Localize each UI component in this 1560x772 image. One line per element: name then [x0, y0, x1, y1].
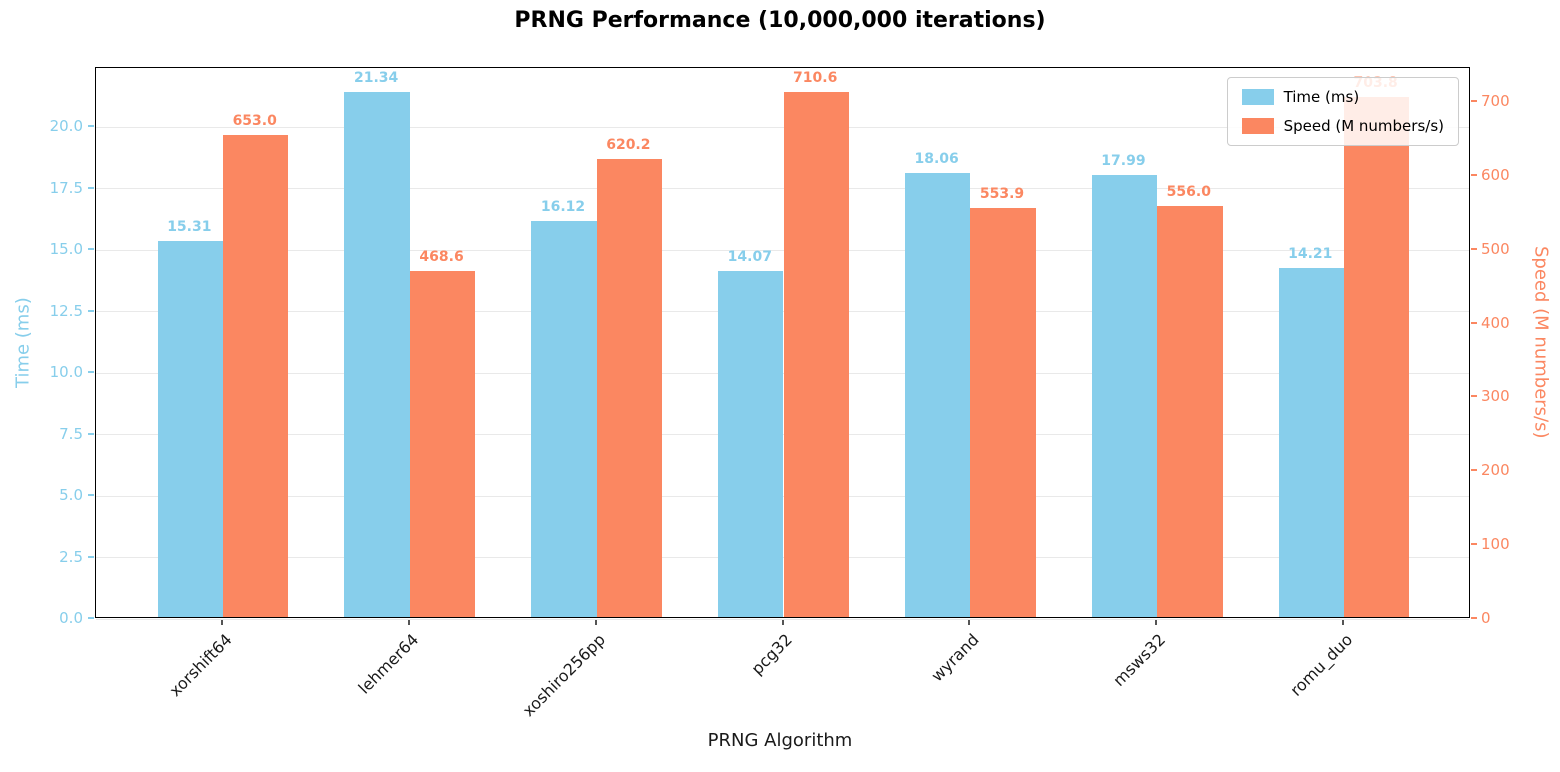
- right-tick-mark: [1471, 617, 1477, 619]
- legend-label-time: Time (ms): [1283, 88, 1360, 106]
- left-tick-mark: [88, 248, 94, 251]
- bar-time: [344, 92, 410, 617]
- right-tick-mark: [1471, 321, 1477, 324]
- right-tick-mark: [1471, 100, 1477, 103]
- legend: Time (ms) Speed (M numbers/s): [1226, 77, 1459, 146]
- legend-label-speed: Speed (M numbers/s): [1283, 117, 1444, 135]
- gridline: [96, 126, 1469, 128]
- right-tick-label: 400: [1481, 313, 1510, 332]
- left-axis-label: Time (ms): [12, 297, 34, 388]
- gridline: [96, 618, 1469, 620]
- right-tick-mark: [1471, 543, 1477, 546]
- right-tick-mark: [1471, 173, 1477, 176]
- bar-time: [157, 240, 224, 617]
- right-tick-label: 600: [1481, 165, 1510, 184]
- x-tick-label: msws32: [1109, 630, 1170, 690]
- left-tick-label: 5.0: [59, 486, 83, 505]
- plot-area: Time (ms) Speed (M numbers/s): [95, 67, 1470, 620]
- right-tick-mark: [1471, 247, 1477, 250]
- legend-swatch-time: [1241, 89, 1274, 105]
- bar-time: [531, 220, 597, 617]
- left-tick-mark: [88, 617, 94, 619]
- legend-item-speed: Speed (M numbers/s): [1241, 117, 1444, 135]
- right-tick-label: 700: [1481, 92, 1510, 111]
- left-tick-mark: [88, 125, 94, 128]
- left-tick-label: 2.5: [59, 547, 83, 566]
- x-tick-label: lehmer64: [354, 630, 423, 698]
- bar-speed: [970, 207, 1036, 617]
- bar-speed: [409, 270, 476, 617]
- bar-speed: [1343, 97, 1410, 617]
- bar-speed: [223, 134, 289, 617]
- left-tick-mark: [88, 494, 94, 497]
- left-tick-mark: [88, 371, 94, 374]
- x-axis-label: PRNG Algorithm: [707, 730, 853, 751]
- left-tick-mark: [88, 432, 94, 435]
- right-tick-label: 200: [1481, 461, 1510, 480]
- bar-time: [1091, 174, 1158, 617]
- x-tick-label: xorshift64: [165, 630, 236, 701]
- bar-time: [1278, 267, 1344, 617]
- x-tick-mark: [968, 619, 971, 625]
- x-tick-mark: [594, 619, 597, 625]
- left-tick-label: 12.5: [49, 301, 83, 320]
- x-tick-label: romu_duo: [1286, 630, 1357, 700]
- left-tick-label: 10.0: [49, 363, 83, 382]
- left-tick-mark: [88, 555, 94, 558]
- right-tick-label: 0: [1481, 609, 1491, 627]
- right-axis-label: Speed (M numbers/s): [1530, 246, 1552, 439]
- x-tick-mark: [407, 619, 410, 625]
- left-tick-label: 15.0: [49, 240, 83, 259]
- x-tick-mark: [781, 619, 784, 625]
- chart-title: PRNG Performance (10,000,000 iterations): [514, 8, 1046, 33]
- legend-swatch-speed: [1241, 118, 1274, 134]
- right-tick-label: 300: [1481, 387, 1510, 406]
- left-tick-label: 20.0: [49, 117, 83, 136]
- right-tick-label: 500: [1481, 239, 1510, 258]
- x-tick-label: pcg32: [747, 630, 796, 679]
- legend-item-time: Time (ms): [1241, 88, 1444, 106]
- gridline: [96, 249, 1469, 251]
- bar-speed: [1157, 206, 1223, 617]
- left-tick-label: 17.5: [49, 178, 83, 197]
- x-tick-mark: [1341, 619, 1344, 625]
- left-tick-label: 0.0: [59, 609, 83, 627]
- bar-speed: [596, 158, 663, 617]
- left-tick-mark: [88, 186, 94, 189]
- x-tick-label: wyrand: [927, 630, 983, 686]
- x-tick-label: xoshiro256pp: [518, 630, 610, 721]
- bar-time: [904, 172, 971, 617]
- right-tick-mark: [1471, 469, 1477, 472]
- x-tick-mark: [1155, 619, 1158, 625]
- left-tick-label: 7.5: [59, 424, 83, 443]
- gridline: [96, 188, 1469, 190]
- bar-speed: [783, 92, 849, 617]
- bar-time: [718, 271, 784, 617]
- right-tick-mark: [1471, 395, 1477, 398]
- x-tick-mark: [221, 619, 224, 625]
- right-tick-label: 100: [1481, 535, 1510, 554]
- left-tick-mark: [88, 309, 94, 312]
